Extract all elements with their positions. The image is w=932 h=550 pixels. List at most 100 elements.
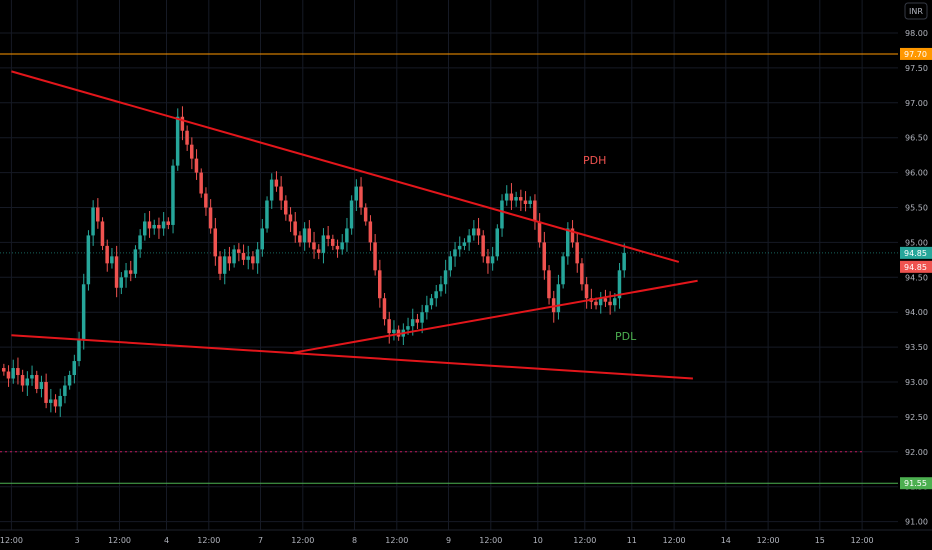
candle-body <box>321 235 326 253</box>
candle-body <box>495 228 499 257</box>
candle-body <box>161 221 166 229</box>
candle-body <box>547 270 551 299</box>
time-tick-label: 12:00 <box>573 536 596 545</box>
candle-body <box>561 256 565 285</box>
candle-body <box>462 242 467 246</box>
time-tick-label: 12:00 <box>663 536 686 545</box>
candle-body <box>486 256 490 264</box>
candle-body <box>11 368 15 379</box>
time-tick-label: 8 <box>352 536 357 545</box>
candle-body <box>6 371 11 379</box>
candle-body <box>77 340 81 362</box>
price-tick-label: 94.50 <box>905 273 928 282</box>
trendline[interactable] <box>11 334 693 380</box>
prev-close-tag <box>900 260 932 273</box>
level-tag-label: 97.70 <box>904 50 927 59</box>
candle-body <box>570 228 575 243</box>
candle-body <box>274 179 279 187</box>
price-tick-label: 96.50 <box>905 134 928 143</box>
candle-body <box>316 249 321 253</box>
candle-body <box>298 235 302 243</box>
candles <box>2 106 626 417</box>
candle-body <box>53 399 58 407</box>
price-axis[interactable]: 98.00 97.50 97.00 96.50 96.00 95.50 95.00 94.50… <box>898 0 932 550</box>
candle-body <box>519 197 523 201</box>
candle-body <box>20 375 25 386</box>
candle-body <box>326 235 330 239</box>
price-tick-label: 91.00 <box>905 518 928 527</box>
time-tick-label: 12:00 <box>757 536 780 545</box>
candle-body <box>514 197 518 201</box>
candle-body <box>533 200 537 222</box>
time-tick-label: 12:00 <box>851 536 874 545</box>
candle-body <box>542 242 546 271</box>
candle-body <box>185 130 189 145</box>
candle-body <box>556 284 561 313</box>
candle-body <box>58 395 62 407</box>
time-tick-label: 12:00 <box>291 536 314 545</box>
candle-body <box>481 235 485 257</box>
price-tick-label: 95.00 <box>905 238 928 247</box>
candle-body <box>443 270 448 285</box>
level-tag <box>900 477 932 490</box>
candle-body <box>265 200 269 229</box>
price-tick-label: 98.00 <box>905 29 928 38</box>
candle-body <box>199 172 203 194</box>
time-tick-label: 14 <box>721 536 731 545</box>
time-tick-label: 12:00 <box>108 536 131 545</box>
candle-body <box>575 242 579 264</box>
time-axis[interactable]: 12:00 3 12:00 4 12:00 7 12:00 8 12:00 9 12:00 10 12:… <box>0 529 932 545</box>
candle-body <box>406 326 410 330</box>
trendline[interactable] <box>11 70 680 263</box>
candle-body <box>81 284 86 341</box>
candle-body <box>580 263 584 285</box>
candle-body <box>551 298 556 313</box>
candle-body <box>251 256 255 264</box>
price-axis-background <box>898 0 932 550</box>
candle-body <box>34 375 39 389</box>
candle-body <box>429 298 434 306</box>
price-tick-label: 97.50 <box>905 64 928 73</box>
candle-body <box>63 385 67 396</box>
time-tick-label: 3 <box>75 536 80 545</box>
candle-body <box>138 235 142 250</box>
candle-body <box>204 193 208 208</box>
candle-body <box>246 256 250 260</box>
candle-body <box>72 361 76 376</box>
prev-close-tag-label: 94.85 <box>904 263 927 272</box>
price-tick-label: 92.00 <box>905 448 928 457</box>
time-tick-label: 11 <box>627 536 637 545</box>
pdl-annotation: PDL <box>615 330 637 343</box>
trendlines[interactable] <box>11 70 698 380</box>
candle-body <box>472 228 476 236</box>
candle-body <box>523 200 528 205</box>
time-tick-label: 15 <box>815 536 825 545</box>
level-tag-label: 91.55 <box>904 479 927 488</box>
candle-body <box>354 186 358 201</box>
currency-button[interactable]: INR <box>904 2 928 20</box>
candle-body <box>284 200 288 215</box>
candle-body <box>16 368 20 376</box>
candle-body <box>509 193 514 201</box>
candle-body <box>500 200 504 229</box>
time-tick-label: 10 <box>533 536 543 545</box>
candle-body <box>378 270 382 299</box>
candle-body <box>175 116 180 166</box>
candle-body <box>2 368 6 372</box>
candle-body <box>227 256 232 264</box>
candle-body <box>345 228 349 243</box>
candle-body <box>157 224 161 229</box>
candle-body <box>86 235 91 285</box>
candle-body <box>288 214 293 222</box>
candle-body <box>147 221 152 229</box>
price-tick-label: 95.50 <box>905 204 928 213</box>
candle-body <box>237 249 241 253</box>
trendline[interactable] <box>293 279 698 354</box>
time-tick-label: 12:00 <box>0 536 23 545</box>
candle-body <box>218 256 222 274</box>
candle-body <box>617 270 622 299</box>
candle-body <box>340 242 344 250</box>
level-tag <box>900 47 932 60</box>
